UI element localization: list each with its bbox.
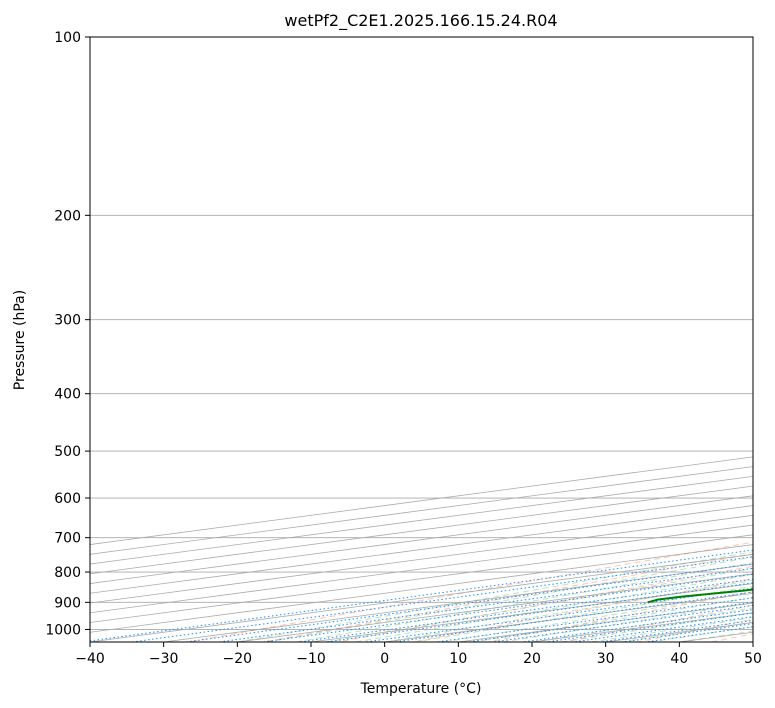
moist-adiabat <box>355 573 753 642</box>
y-tick-label: 900 <box>54 595 81 611</box>
moist-adiabat <box>384 579 753 642</box>
isotherm-line <box>90 475 753 565</box>
moist-adiabat <box>561 612 753 642</box>
x-tick-label: 30 <box>597 651 615 667</box>
x-tick-label: 10 <box>449 651 467 667</box>
isotherm-line <box>90 495 753 584</box>
moist-adiabat <box>649 626 753 642</box>
y-tick-label: 1000 <box>45 622 81 638</box>
background-lines <box>90 37 753 642</box>
mixing-ratio-line <box>361 587 753 642</box>
x-tick-label: 0 <box>380 651 389 667</box>
isotherm-line <box>90 524 753 614</box>
mixing-ratio-line <box>390 591 753 642</box>
isotherm-line <box>90 485 753 575</box>
isotherm-line <box>90 514 753 604</box>
x-axis-label: Temperature (°C) <box>360 681 482 697</box>
isotherm-line <box>90 544 753 633</box>
isotherm-line <box>90 466 753 555</box>
y-tick-label: 600 <box>54 491 81 507</box>
dry-adiabat <box>485 591 753 642</box>
moist-adiabat <box>679 630 753 642</box>
y-tick-label: 300 <box>54 313 81 329</box>
x-tick-label: −30 <box>149 651 179 667</box>
moist-adiabat <box>325 567 753 642</box>
mixing-ratio-line <box>90 549 753 642</box>
x-tick-label: −20 <box>223 651 253 667</box>
isotherm-line <box>90 553 753 642</box>
y-tick-label: 800 <box>54 565 81 581</box>
plot-frame <box>89 36 754 643</box>
mixing-ratio-line <box>433 597 753 642</box>
isotherm-line <box>160 563 753 642</box>
y-tick-label: 400 <box>54 387 81 403</box>
dry-adiabat <box>335 565 753 642</box>
moist-adiabat <box>531 607 753 642</box>
moist-adiabat <box>502 602 753 642</box>
moist-adiabat <box>237 551 753 642</box>
isotherm-line <box>90 456 753 545</box>
x-tick-label: −40 <box>75 651 105 667</box>
moist-adiabat <box>473 597 753 642</box>
isotherm-line <box>381 592 753 642</box>
moist-adiabat <box>266 556 753 642</box>
isotherm-line <box>307 583 753 642</box>
moist-adiabat <box>620 621 753 642</box>
isotherm-line <box>676 631 753 642</box>
dry-adiabat <box>186 541 753 642</box>
y-axis-label: Pressure (hPa) <box>12 290 28 390</box>
axes: −40 −30 −20 −10 0 10 20 30 40 50 100 200 300 400 500 60… <box>45 30 762 667</box>
moist-adiabat <box>443 591 753 642</box>
dry-adiabat <box>634 618 753 642</box>
y-tick-label: 500 <box>54 444 81 460</box>
mixing-ratio-line <box>128 556 753 642</box>
dry-adiabat <box>260 553 753 642</box>
chart-title: wetPf2_C2E1.2025.166.15.24.R04 <box>284 11 557 31</box>
isotherm-line <box>90 534 753 623</box>
x-tick-label: −10 <box>296 651 326 667</box>
moist-adiabat <box>414 585 753 642</box>
x-tick-label: 50 <box>744 651 762 667</box>
x-tick-label: 20 <box>523 651 541 667</box>
x-tick-label: 40 <box>670 651 688 667</box>
mixing-ratio-line <box>518 609 753 642</box>
y-tick-label: 100 <box>54 30 81 46</box>
isotherm-line <box>90 505 753 594</box>
y-tick-label: 700 <box>54 531 81 547</box>
moist-adiabat <box>590 617 753 642</box>
isotherm-line <box>749 641 753 642</box>
y-tick-label: 200 <box>54 208 81 224</box>
